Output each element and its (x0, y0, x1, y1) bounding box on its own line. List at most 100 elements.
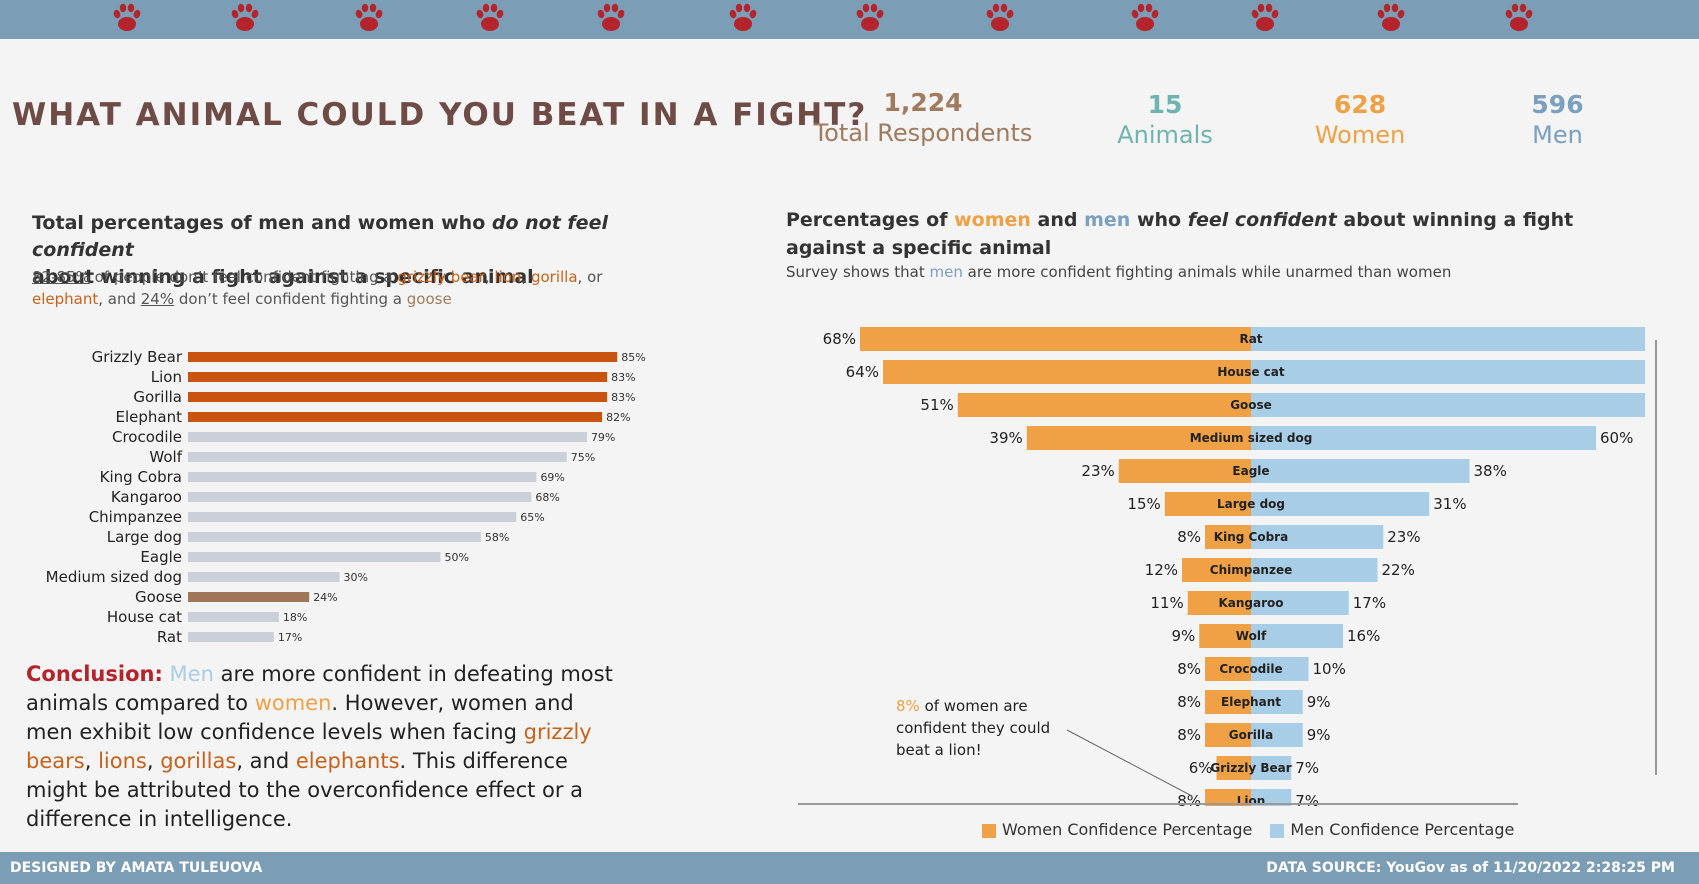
men-bar[interactable] (1251, 327, 1645, 351)
value-label: 18% (283, 611, 307, 624)
pct-text: 24% (140, 290, 175, 308)
stat-label: Men (1532, 121, 1583, 149)
women-bar[interactable] (1182, 558, 1251, 582)
women-bar[interactable] (1205, 723, 1251, 747)
women-value-label: 12% (1145, 561, 1178, 579)
category-label: Rat (1239, 332, 1262, 346)
bar[interactable] (188, 552, 441, 562)
heading-women: women (954, 209, 1031, 231)
bar[interactable] (188, 432, 587, 442)
women-bar[interactable] (1205, 690, 1251, 714)
women-value-label: 6% (1189, 759, 1213, 777)
women-bar[interactable] (860, 327, 1251, 351)
animal-text: lion (494, 268, 522, 286)
men-bar[interactable] (1251, 459, 1470, 483)
men-bar[interactable] (1251, 426, 1596, 450)
footer-credit: DESIGNED BY AMATA TULEUOVA (10, 860, 263, 876)
conclusion-body: , and (236, 749, 296, 773)
men-bar[interactable] (1251, 723, 1303, 747)
bar[interactable] (188, 412, 603, 422)
value-label: 69% (540, 471, 564, 484)
paw-print-icon (986, 3, 1014, 31)
men-bar[interactable] (1251, 558, 1378, 582)
animal-text: gorilla (530, 268, 578, 286)
conclusion-text: Conclusion: Men are more confident in de… (26, 660, 616, 834)
category-label: Large dog (107, 528, 182, 546)
men-value-label: 9% (1307, 726, 1331, 744)
women-bar[interactable] (957, 393, 1251, 417)
stat-value: 596 (1531, 90, 1584, 119)
women-bar[interactable] (1187, 591, 1251, 615)
sub-text: are more confident fighting animals whil… (962, 263, 1452, 281)
bar[interactable] (188, 512, 517, 522)
bar[interactable] (188, 392, 608, 402)
bar[interactable] (188, 492, 532, 502)
bar[interactable] (188, 572, 340, 582)
conclusion-body: are more confident in defeating most ani… (26, 662, 613, 715)
women-bar[interactable] (1118, 459, 1251, 483)
bar[interactable] (188, 352, 618, 362)
bar[interactable] (188, 632, 274, 642)
stat-men: 596 Men (1500, 90, 1615, 149)
heading-men: men (1084, 209, 1131, 231)
value-label: 82% (606, 411, 630, 424)
footer-source: DATA SOURCE: YouGov as of 11/20/2022 2:2… (1266, 860, 1675, 876)
legend-label: Women Confidence Percentage (1002, 820, 1253, 839)
annotation-text: of women are confident they could beat a… (896, 697, 1051, 759)
heading-text: Percentages of (786, 209, 955, 231)
conclusion-body: , (84, 749, 99, 773)
bar[interactable] (188, 532, 481, 542)
bar[interactable] (188, 372, 608, 382)
bar[interactable] (188, 452, 567, 462)
category-label: Elephant (116, 408, 183, 426)
bar[interactable] (188, 592, 310, 602)
value-label: 85% (621, 351, 645, 364)
value-label: 30% (344, 571, 368, 584)
annotation-pointer (1066, 729, 1193, 797)
value-label: 83% (611, 371, 635, 384)
men-bar[interactable] (1251, 492, 1430, 516)
sub-text: of people don’t feel confident fighting … (89, 268, 398, 286)
paw-print-icon (1505, 3, 1533, 31)
paw-print-icon (1131, 3, 1159, 31)
category-label: Goose (135, 588, 182, 606)
sub-text: , (484, 268, 495, 286)
women-bar[interactable] (1205, 657, 1251, 681)
conclusion-women: women (254, 691, 332, 715)
men-value-label: 31% (1433, 495, 1466, 513)
conclusion-men: Men (169, 662, 214, 686)
women-bar[interactable] (1199, 624, 1251, 648)
men-value-label: 23% (1387, 528, 1420, 546)
category-label: Wolf (1236, 629, 1267, 643)
women-bar[interactable] (1164, 492, 1251, 516)
category-label: Goose (1230, 398, 1272, 412)
bar[interactable] (188, 472, 537, 482)
bar[interactable] (188, 612, 279, 622)
sub-text: Survey shows that (786, 263, 930, 281)
men-bar[interactable] (1251, 591, 1349, 615)
heading-text: who (1130, 209, 1188, 231)
conclusion-body: , (146, 749, 161, 773)
women-bar[interactable] (883, 360, 1251, 384)
category-label: Grizzly Bear (1210, 761, 1291, 775)
men-bar[interactable] (1251, 657, 1309, 681)
sub-men: men (929, 263, 963, 281)
legend-item-women[interactable]: Women Confidence Percentage (982, 820, 1252, 839)
category-label: Medium sized dog (1190, 431, 1313, 445)
heading-text: and (1030, 209, 1085, 231)
women-value-label: 15% (1127, 495, 1160, 513)
men-bar[interactable] (1251, 393, 1645, 417)
value-label: 58% (485, 531, 509, 544)
left-chart-subtitle: 82-85% of people don’t feel confident fi… (32, 266, 652, 310)
page-title: WHAT ANIMAL COULD YOU BEAT IN A FIGHT? (12, 97, 868, 133)
men-bar[interactable] (1251, 525, 1384, 549)
right-chart-heading: Percentages of women and men who feel co… (786, 206, 1646, 262)
women-bar[interactable] (1205, 525, 1251, 549)
men-bar[interactable] (1251, 756, 1292, 780)
men-bar[interactable] (1251, 690, 1303, 714)
men-bar[interactable] (1251, 360, 1645, 384)
men-bar[interactable] (1251, 624, 1343, 648)
women-bar[interactable] (1026, 426, 1251, 450)
women-bar[interactable] (1216, 756, 1252, 780)
legend-item-men[interactable]: Men Confidence Percentage (1270, 820, 1514, 839)
